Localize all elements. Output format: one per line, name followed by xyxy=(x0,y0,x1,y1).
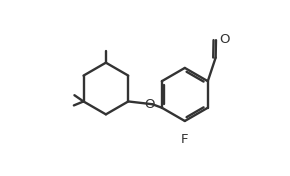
Text: O: O xyxy=(219,33,230,46)
Text: O: O xyxy=(145,98,155,111)
Text: F: F xyxy=(181,133,188,146)
